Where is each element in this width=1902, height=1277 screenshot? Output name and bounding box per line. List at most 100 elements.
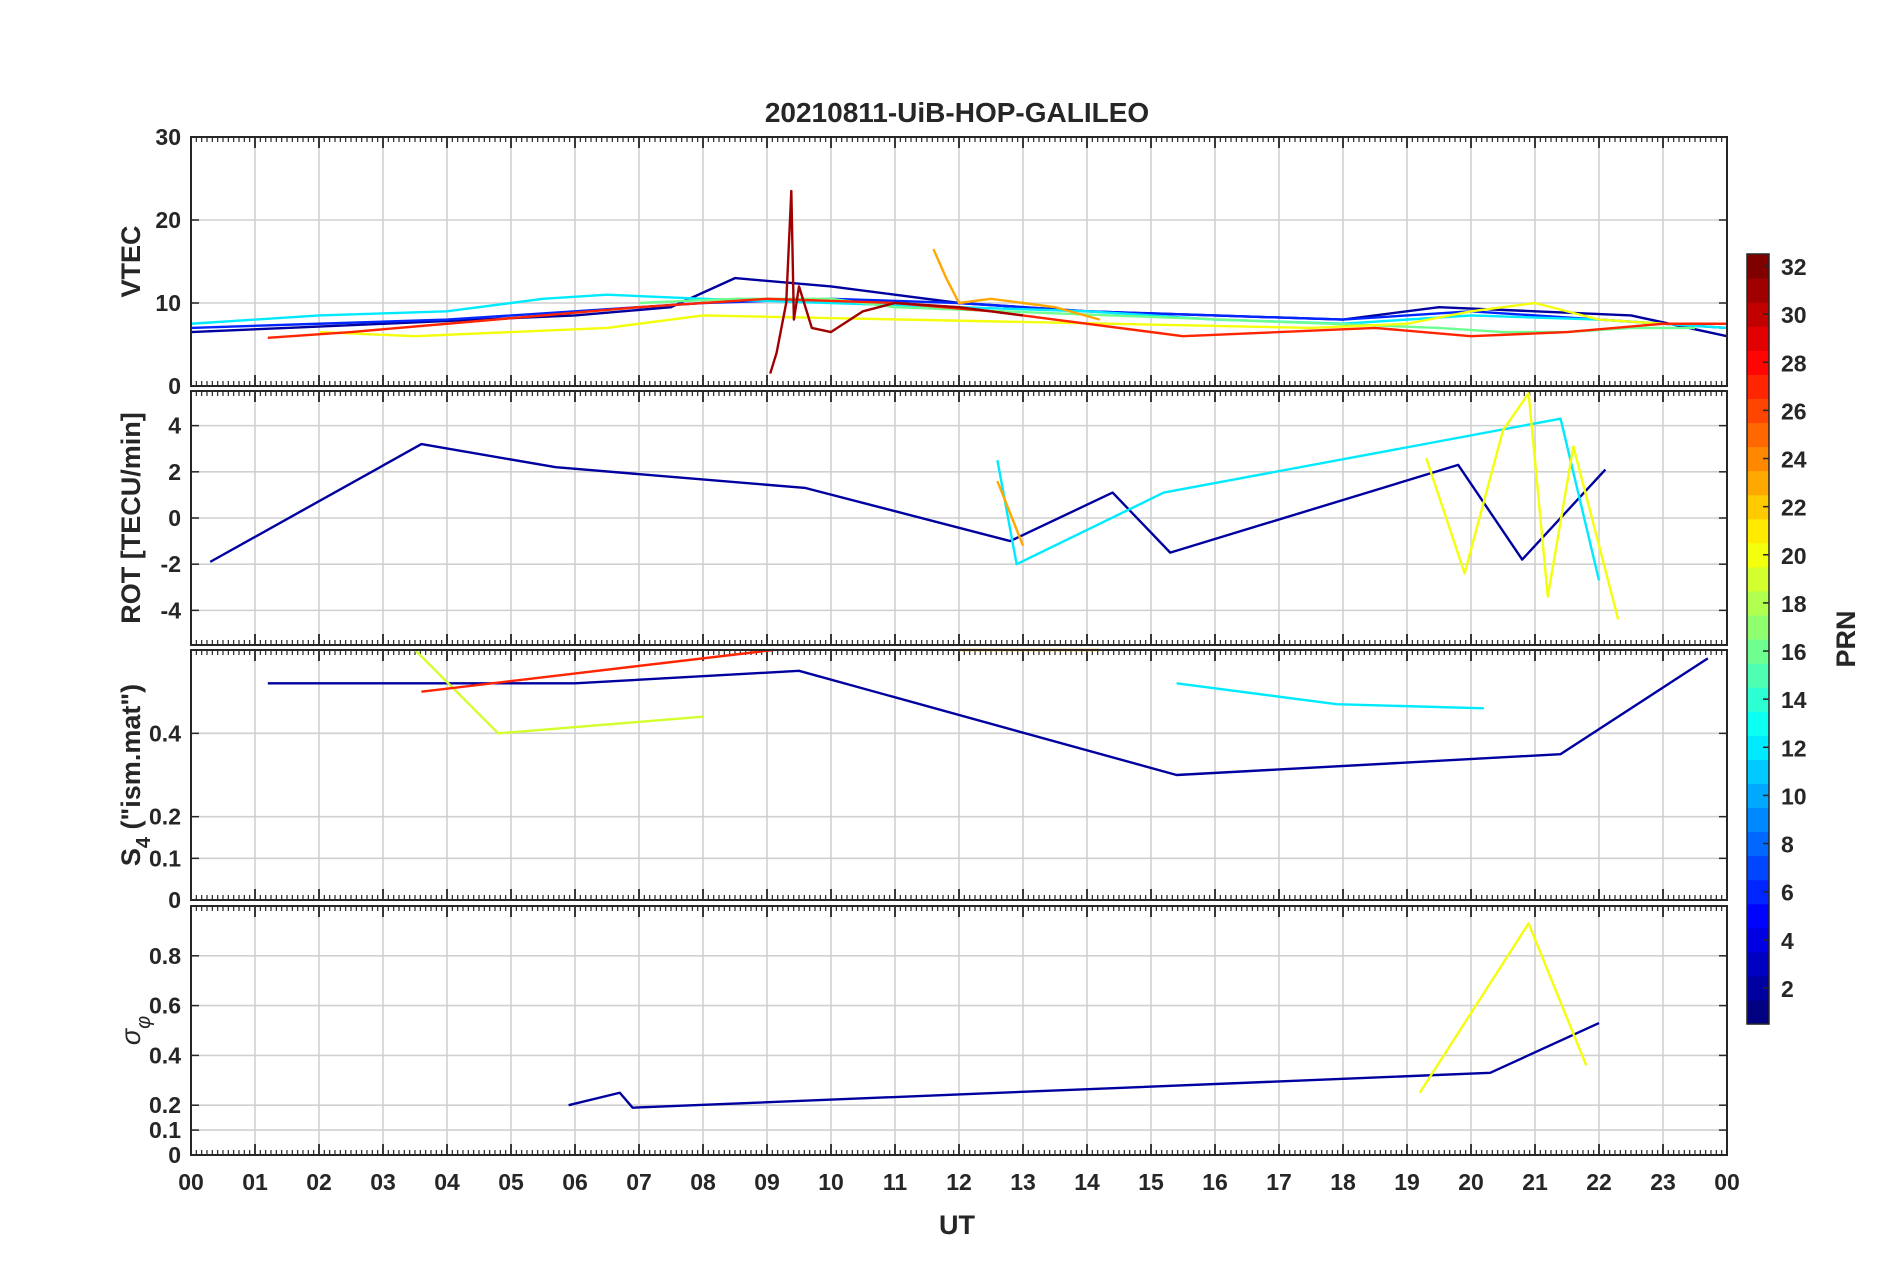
y-tick-label: 20: [155, 207, 181, 233]
panel-frame: [190, 136, 1728, 387]
colorbar-tick-label: 26: [1781, 398, 1807, 424]
y-tick-label: -4: [161, 597, 182, 623]
x-tick-label: 13: [1010, 1169, 1036, 1195]
colorbar-swatch: [1747, 374, 1769, 399]
colorbar-swatch: [1747, 903, 1769, 929]
colorbar-tick-label: 14: [1781, 687, 1807, 713]
panel-rot: -4 -2 0 2 4 ROT [TECU/min]: [116, 390, 1728, 646]
x-tick-label: 20: [1458, 1169, 1484, 1195]
panel-frame: [190, 905, 1728, 1156]
colorbar-swatch: [1747, 470, 1769, 496]
x-tick-label: 12: [946, 1169, 972, 1195]
y-tick-label: 0.1: [149, 1117, 181, 1143]
colorbar-swatch: [1747, 494, 1769, 520]
y-label-sub: 4: [133, 836, 155, 848]
colorbar-swatch: [1747, 951, 1769, 977]
series-prn-12: [1176, 682, 1484, 710]
y-tick-label: 0.2: [149, 804, 181, 830]
colorbar-swatch: [1747, 614, 1769, 640]
panel-vtec: 0 10 20 30 VTEC: [116, 124, 1728, 399]
series-prn-12: [190, 293, 1728, 330]
x-tick-label: 03: [370, 1169, 396, 1195]
y-tick-label: 0: [168, 1142, 181, 1168]
colorbar-swatch: [1747, 711, 1769, 736]
y-tick-label: 0.4: [149, 1042, 181, 1068]
y-tick-label: 0.1: [149, 845, 181, 871]
series-prn-20: [318, 301, 1664, 338]
colorbar-swatch: [1747, 687, 1769, 712]
colorbar-swatch: [1747, 590, 1769, 616]
x-tick-label: 01: [242, 1169, 268, 1195]
colorbar-swatch: [1747, 302, 1769, 327]
series-prn-19: [414, 649, 704, 735]
y-tick-label: 10: [155, 290, 181, 316]
x-tick-label: 21: [1522, 1169, 1548, 1195]
y-tick-label: 0: [168, 887, 181, 913]
x-minor-ticks: [195, 137, 1723, 386]
colorbar-swatch: [1747, 566, 1769, 592]
colorbar-swatch: [1747, 855, 1769, 881]
x-minor-ticks: [195, 906, 1723, 1155]
x-tick-label: 16: [1202, 1169, 1228, 1195]
y-tick-label: 2: [168, 459, 181, 485]
series-prn-23: [996, 480, 1025, 547]
colorbar-swatch: [1747, 663, 1769, 688]
colorbar-tick-label: 28: [1781, 350, 1807, 376]
x-tick-label: 07: [626, 1169, 652, 1195]
colorbar-frame: [1746, 253, 1770, 1025]
x-tick-label: 09: [754, 1169, 780, 1195]
y-tick-label: 0: [168, 373, 181, 399]
colorbar-swatch: [1747, 975, 1769, 1001]
colorbar-swatch: [1747, 735, 1769, 760]
colorbar-swatch: [1747, 927, 1769, 953]
colorbar-tick-label: 6: [1781, 880, 1794, 906]
x-tick-label: 10: [818, 1169, 844, 1195]
colorbar-tick-label: 32: [1781, 254, 1807, 280]
colorbar-swatch: [1747, 542, 1769, 568]
colorbar-tick-label: 20: [1781, 543, 1807, 569]
colorbar-tick-label: 24: [1781, 447, 1807, 473]
colorbar-swatch: [1747, 879, 1769, 905]
x-tick-label: 00: [1714, 1169, 1740, 1195]
series-prn-20: [1425, 392, 1620, 620]
x-tick-label: 15: [1138, 1169, 1164, 1195]
y-tick-label: 0.6: [149, 993, 181, 1019]
x-tick-label: 06: [562, 1169, 588, 1195]
colorbar-swatch: [1747, 278, 1769, 303]
colorbar-tick-label: 8: [1781, 832, 1794, 858]
y-axis-label-rot: ROT [TECU/min]: [116, 412, 146, 623]
y-axis-label-s4: S4 ("ism.mat"): [116, 684, 155, 866]
y-tick-label: -2: [161, 551, 181, 577]
series-prn-20: [1418, 922, 1588, 1094]
colorbar-swatch: [1747, 639, 1769, 664]
panel-s4: 0 0.1 0.2 0.4S4 ("ism.mat"): [116, 648, 1728, 913]
y-label-sub: φ: [133, 1016, 155, 1029]
x-tick-label: 19: [1394, 1169, 1420, 1195]
colorbar-swatch: [1747, 807, 1769, 833]
colorbar-swatch: [1747, 254, 1769, 279]
y-tick-label: 0.4: [149, 720, 181, 746]
colorbar-swatch: [1747, 831, 1769, 857]
colorbar-swatch: [1747, 422, 1769, 448]
y-tick-label: 0.2: [149, 1092, 181, 1118]
series-prn-27: [421, 648, 774, 693]
x-tick-label: 08: [690, 1169, 716, 1195]
x-minor-ticks: [195, 650, 1723, 900]
series-prn-23: [932, 248, 1101, 321]
x-tick-label: 23: [1650, 1169, 1676, 1195]
colorbar-swatch: [1747, 518, 1769, 544]
panel-frame: [190, 390, 1728, 646]
colorbar-swatch: [1747, 350, 1769, 375]
x-tick-label: 02: [306, 1169, 332, 1195]
x-tick-label: 04: [434, 1169, 460, 1195]
chart-title: 20210811-UiB-HOP-GALILEO: [765, 97, 1149, 128]
colorbar-tick-label: 18: [1781, 591, 1807, 617]
colorbar-swatch: [1747, 783, 1769, 809]
colorbar-swatch: [1747, 759, 1769, 784]
colorbar-swatch: [1747, 326, 1769, 351]
y-label-main: S: [116, 848, 146, 866]
x-tick-label: 17: [1266, 1169, 1292, 1195]
